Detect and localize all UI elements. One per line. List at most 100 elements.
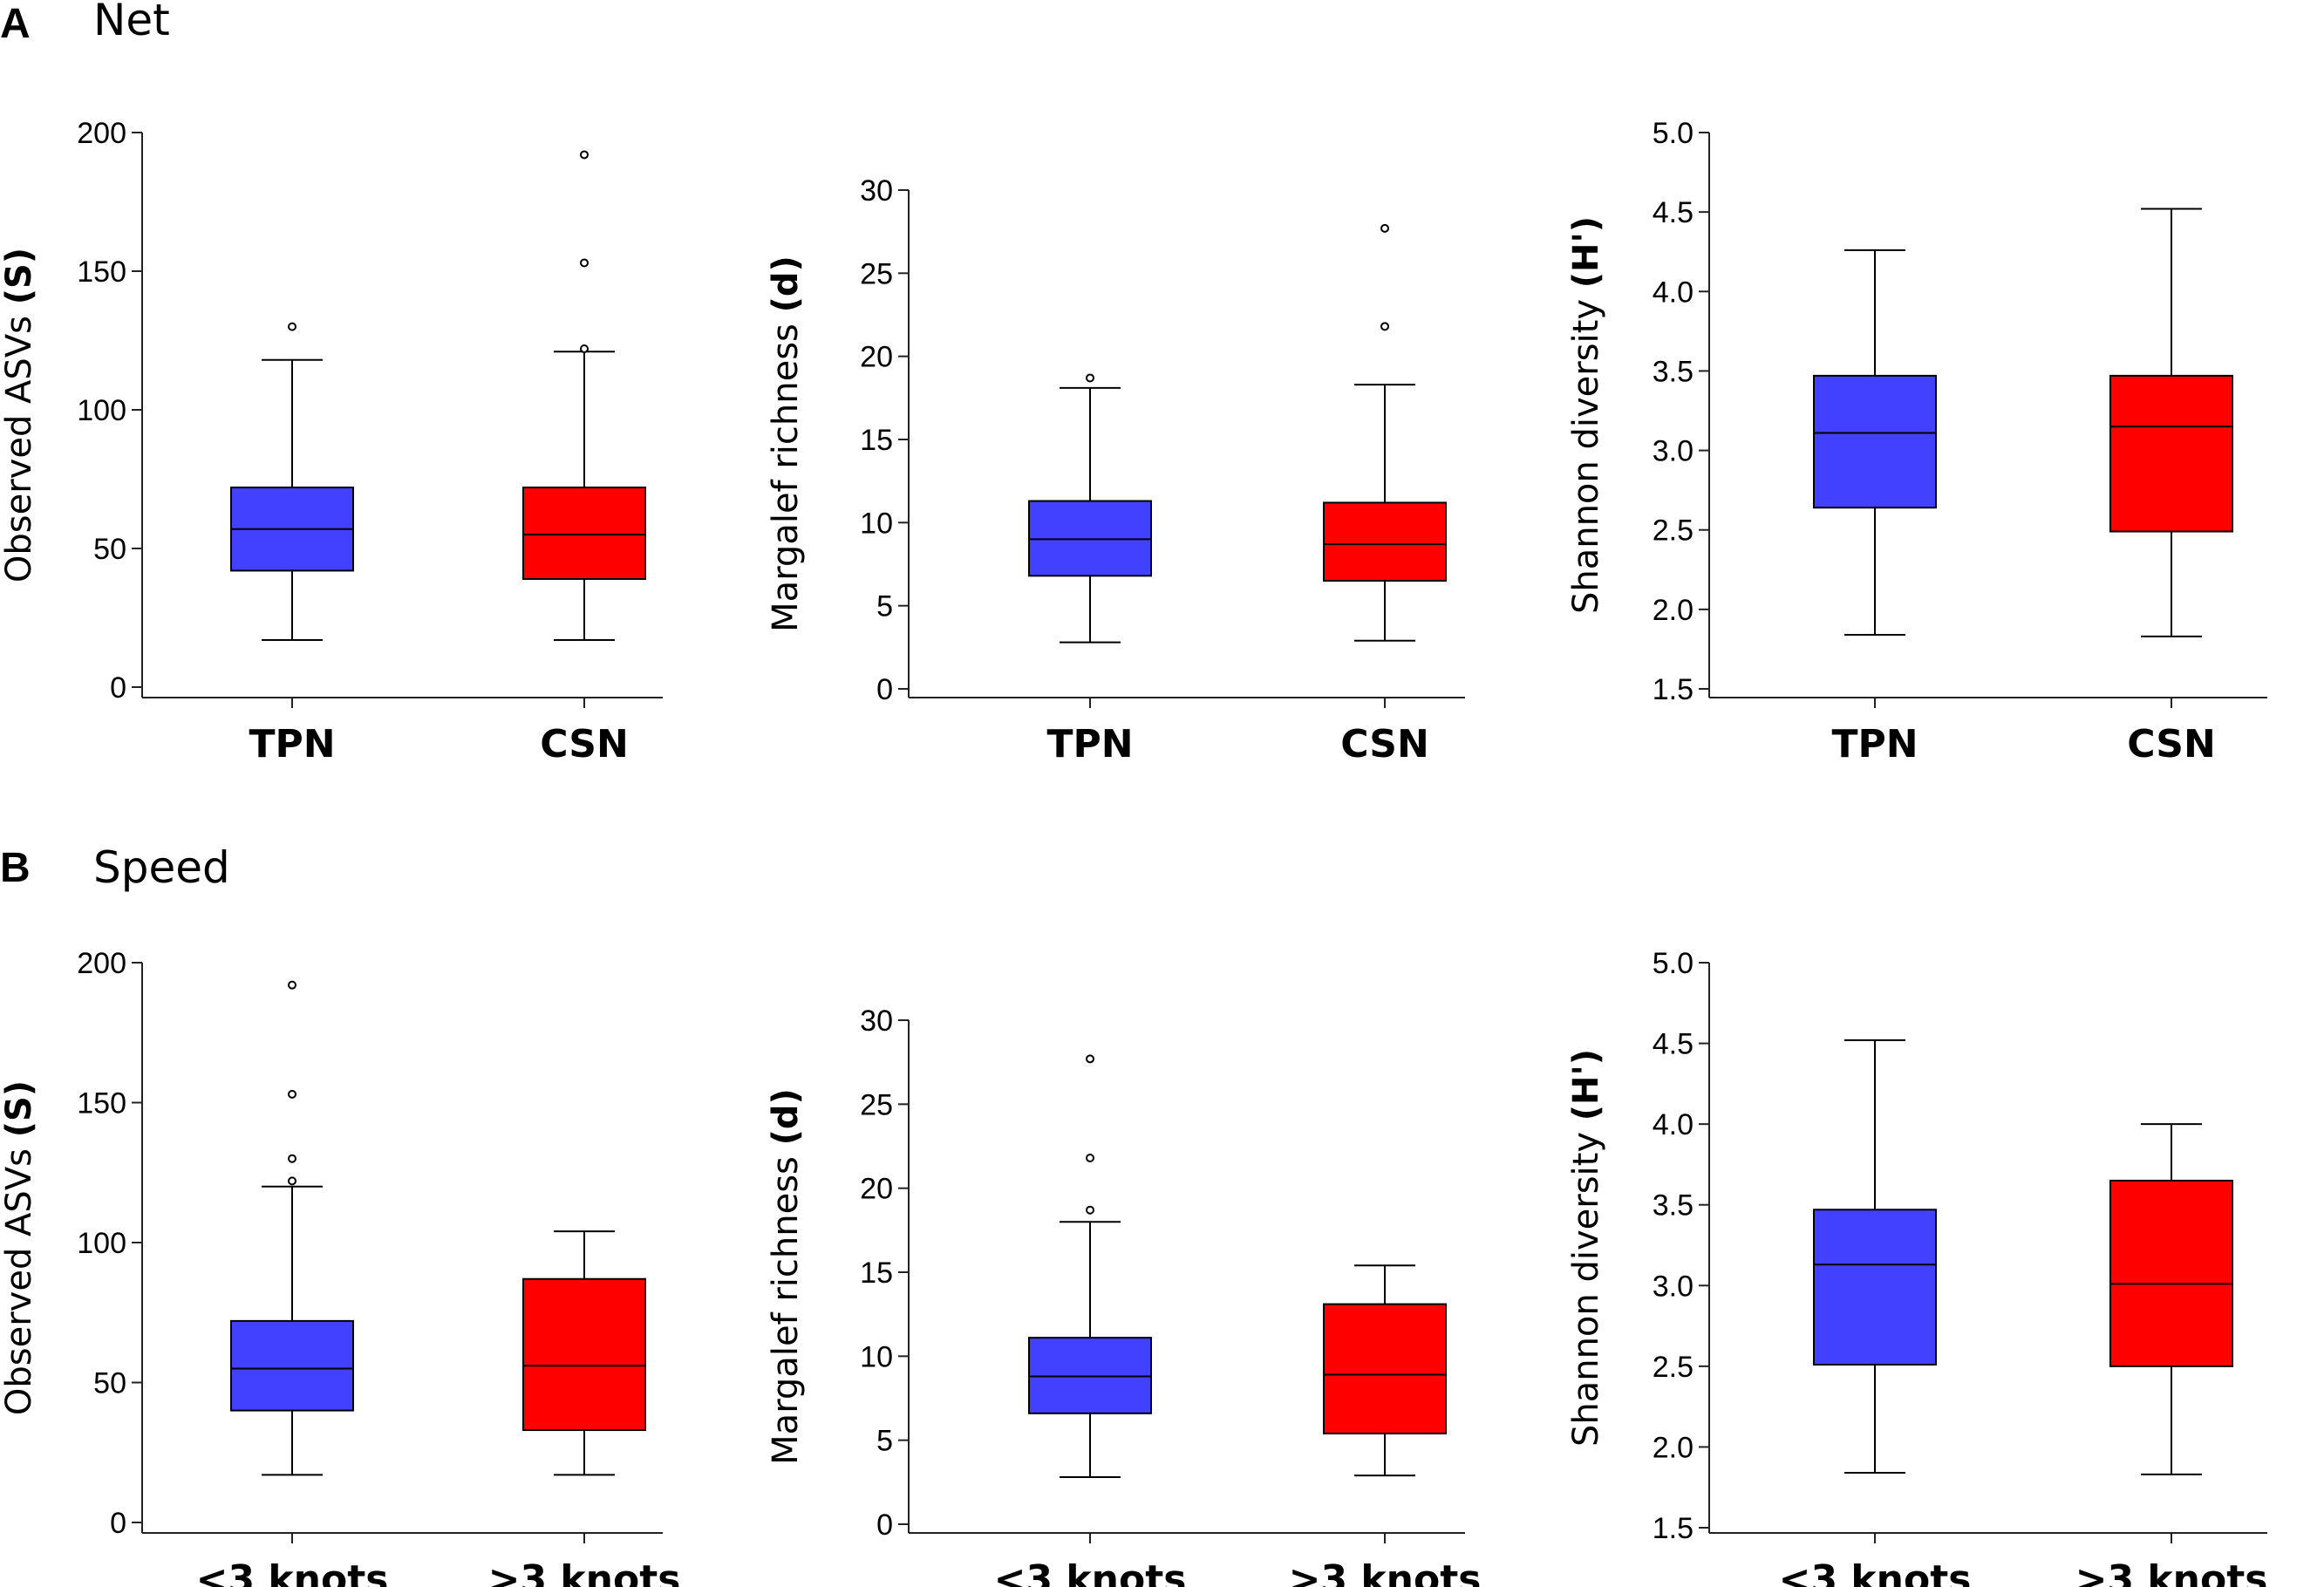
x-category-label: CSN — [1340, 722, 1429, 766]
y-tick-label: 2.5 — [1653, 514, 1694, 548]
outlier-point — [288, 1154, 296, 1163]
y-axis-label-symbol: (H') — [1566, 1049, 1606, 1120]
panel-title-net: Net — [93, 0, 170, 45]
y-tick-label: 0 — [110, 1507, 126, 1540]
iqr-box — [1323, 1303, 1447, 1434]
iqr-box — [522, 1277, 646, 1432]
chart-1: 0 50 100 150 200 Observed ASVs (S) TPN CSN — [0, 117, 663, 766]
outlier-point — [1380, 223, 1389, 233]
chart-6: 1.5 2.0 2.5 3.0 3.5 4.0 4.5 5.0 Shannon diversit… — [1566, 947, 2267, 1587]
y-axis-label: Observed ASVs (S) — [0, 248, 39, 582]
y-tick-label: 3.5 — [1653, 355, 1694, 388]
y-tick-label: 20 — [860, 1173, 893, 1206]
box-blue — [1813, 249, 1937, 637]
y-axis-label-symbol: (S) — [0, 248, 39, 304]
x-category-label: >3 knots — [1289, 1557, 1482, 1587]
y-tick-label: 2.5 — [1653, 1351, 1694, 1384]
y-axis-label-symbol: (H') — [1566, 216, 1606, 288]
outlier-point — [288, 322, 296, 331]
y-tick-label: 25 — [860, 1088, 893, 1121]
box-red — [1323, 1264, 1447, 1477]
iqr-box — [1813, 374, 1937, 509]
y-tick-label: 2.0 — [1653, 1431, 1694, 1464]
y-axis-label: Shannon diversity (H') — [1566, 1049, 1606, 1447]
y-axis-label-text: Observed ASVs — [0, 304, 39, 582]
x-category-label: <3 knots — [196, 1557, 389, 1587]
y-axis-label-text: Margalef richness — [766, 1145, 806, 1464]
iqr-box — [1813, 1209, 1937, 1366]
y-tick-label: 4.5 — [1653, 1028, 1694, 1061]
outlier-point — [288, 980, 296, 990]
x-category-label: CSN — [540, 722, 629, 766]
panel-letter-a: A — [0, 1, 31, 47]
y-tick-label: 3.0 — [1653, 1270, 1694, 1303]
chart-5: 0 5 10 15 20 25 30 Margalef richness (d) <3 knot… — [766, 1005, 1481, 1587]
outlier-point — [1086, 1153, 1094, 1162]
outlier-point — [1086, 1054, 1094, 1064]
box-blue — [230, 322, 354, 641]
y-tick-label: 30 — [860, 1005, 893, 1038]
panel-letter-b: B — [0, 845, 31, 891]
y-tick-label: 3.0 — [1653, 435, 1694, 468]
box-red — [1323, 223, 1447, 642]
x-category-label: CSN — [2127, 722, 2216, 766]
x-category-label: <3 knots — [994, 1557, 1187, 1587]
y-tick-label: 4.0 — [1653, 276, 1694, 309]
box-red — [2109, 208, 2233, 637]
y-tick-label: 5 — [876, 1425, 893, 1458]
iqr-box — [1323, 501, 1447, 582]
box-blue — [1028, 1054, 1152, 1479]
outlier-point — [580, 150, 589, 160]
iqr-box — [2109, 1179, 2233, 1367]
y-tick-label: 1.5 — [1653, 1512, 1694, 1545]
y-tick-label: 5.0 — [1653, 117, 1694, 150]
y-tick-label: 150 — [77, 255, 126, 289]
box-blue — [1813, 1039, 1937, 1475]
outlier-point — [1086, 373, 1094, 383]
y-axis-label-text: Observed ASVs — [0, 1137, 39, 1415]
chart-2: 0 5 10 15 20 25 30 Margalef richness (d) TPN CSN — [766, 174, 1465, 766]
y-tick-label: 200 — [77, 117, 126, 150]
y-tick-label: 25 — [860, 257, 893, 290]
x-category-label: >3 knots — [488, 1557, 681, 1587]
x-category-label: TPN — [1831, 722, 1918, 766]
y-tick-label: 4.5 — [1653, 196, 1694, 229]
outlier-point — [1086, 1205, 1094, 1215]
y-axis-label: Observed ASVs (S) — [0, 1080, 39, 1415]
box-blue — [1028, 373, 1152, 644]
y-axis-label-text: Shannon diversity — [1566, 288, 1606, 614]
y-tick-label: 3.5 — [1653, 1189, 1694, 1223]
y-tick-label: 0 — [110, 671, 126, 705]
x-category-label: TPN — [1046, 722, 1133, 766]
y-tick-label: 0 — [876, 1509, 893, 1542]
y-tick-label: 5.0 — [1653, 947, 1694, 980]
y-tick-label: 30 — [860, 174, 893, 208]
y-tick-label: 50 — [93, 1367, 126, 1400]
y-tick-label: 100 — [77, 1227, 126, 1260]
y-tick-label: 10 — [860, 1340, 893, 1373]
y-tick-label: 0 — [876, 673, 893, 706]
y-axis-label: Margalef richness (d) — [766, 1088, 806, 1465]
iqr-box — [522, 487, 646, 580]
box-blue — [230, 980, 354, 1476]
y-tick-label: 150 — [77, 1087, 126, 1120]
y-tick-label: 2.0 — [1653, 594, 1694, 627]
x-category-label: >3 knots — [2075, 1557, 2268, 1587]
box-red — [522, 150, 646, 641]
x-category-label: TPN — [249, 722, 335, 766]
chart-3: 1.5 2.0 2.5 3.0 3.5 4.0 4.5 5.0 Shannon diversit… — [1566, 117, 2267, 766]
iqr-box — [230, 1319, 354, 1412]
y-axis-label-symbol: (S) — [0, 1080, 39, 1137]
y-tick-label: 1.5 — [1653, 673, 1694, 706]
panel-title-speed: Speed — [93, 842, 230, 893]
iqr-box — [2109, 374, 2233, 533]
y-axis-label: Margalef richness (d) — [766, 255, 806, 632]
box-red — [2109, 1123, 2233, 1475]
x-category-label: <3 knots — [1779, 1557, 1972, 1587]
y-tick-label: 5 — [876, 590, 893, 623]
y-tick-label: 10 — [860, 507, 893, 540]
y-tick-label: 100 — [77, 394, 126, 427]
y-tick-label: 50 — [93, 533, 126, 566]
outlier-point — [580, 344, 589, 354]
